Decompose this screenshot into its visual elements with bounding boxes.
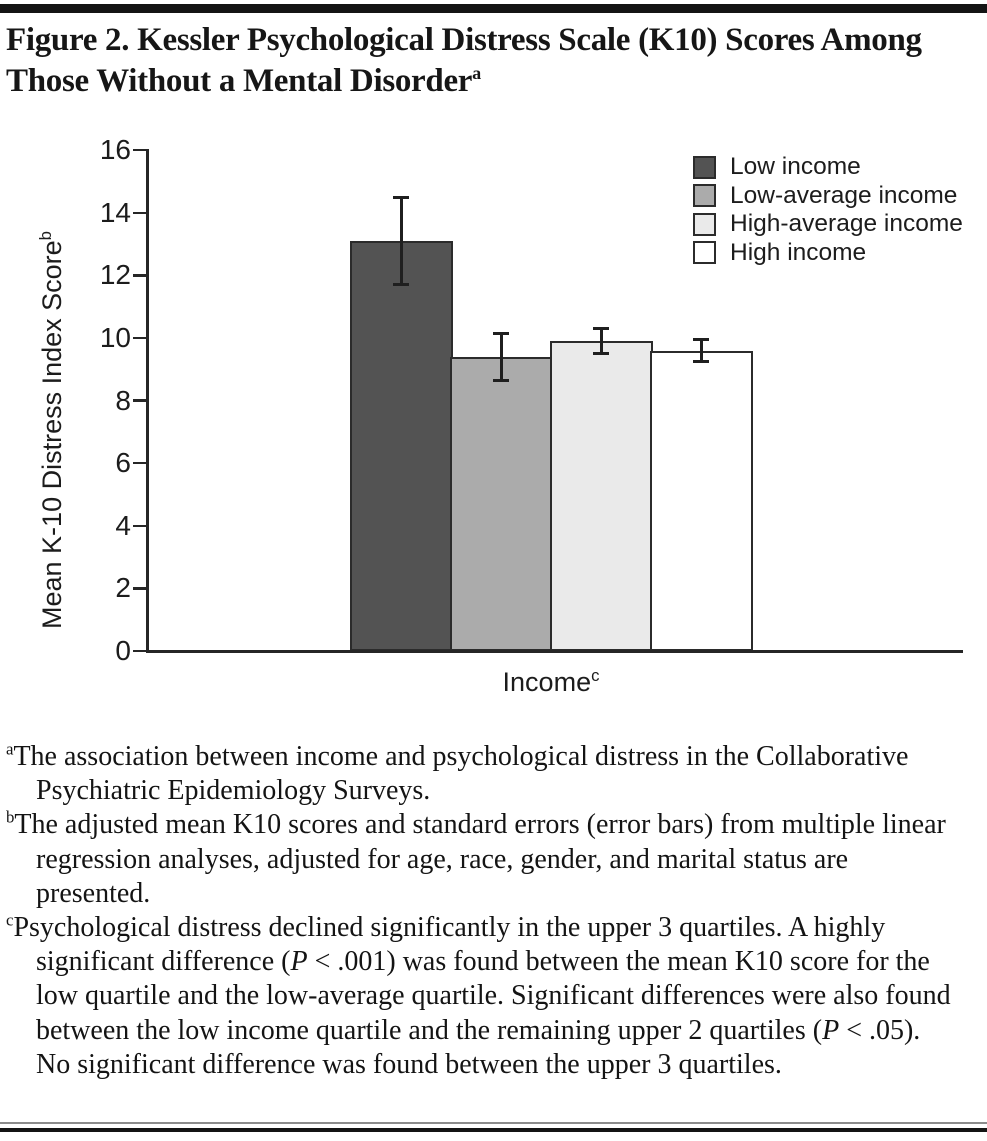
figure-title-superscript: a <box>472 63 481 83</box>
footnote-a-text: The association between income and psych… <box>13 741 909 807</box>
legend-item-high-income: High income <box>693 238 963 266</box>
error-bar-low-income <box>399 197 403 285</box>
footnotes: aThe association between income and psyc… <box>6 740 961 1082</box>
error-bar-low-average-income <box>499 333 503 381</box>
legend-label-low-income: Low income <box>730 153 861 180</box>
y-tick-8 <box>133 399 146 402</box>
legend-label-high-average-income: High-average income <box>730 210 963 237</box>
error-cap-bottom-high-average-income <box>593 352 609 356</box>
legend-label-low-average-income: Low-average income <box>730 181 958 209</box>
y-tick-label-12: 12 <box>99 259 131 291</box>
error-cap-top-low-income <box>393 195 409 199</box>
footnote-b-marker: b <box>6 808 15 828</box>
y-tick-16 <box>133 148 146 152</box>
legend-swatch-low-income <box>693 155 716 179</box>
bottom-rule <box>0 1122 987 1132</box>
footnote-b: bThe adjusted mean K10 scores and standa… <box>6 808 961 911</box>
y-tick-10 <box>133 336 146 340</box>
legend-swatch-high-income <box>693 241 716 264</box>
footnote-a: aThe association between income and psyc… <box>6 740 961 808</box>
y-tick-label-10: 10 <box>99 322 131 353</box>
legend-item-high-average-income: High-average income <box>693 210 963 237</box>
y-tick-14 <box>133 211 146 215</box>
x-axis-line <box>146 650 963 653</box>
error-bar-high-average-income <box>599 328 603 354</box>
y-tick-label-14: 14 <box>99 196 131 228</box>
error-cap-top-high-income <box>693 338 709 342</box>
y-tick-label-16: 16 <box>99 134 131 166</box>
legend-label-high-income: High income <box>730 238 867 266</box>
y-tick-label-6: 6 <box>115 447 131 479</box>
chart-legend: Low income Low-average income High-average… <box>693 153 963 266</box>
x-axis-title-superscript: c <box>591 666 600 685</box>
error-cap-top-high-average-income <box>593 327 609 331</box>
legend-swatch-high-average-income <box>693 212 716 236</box>
error-cap-bottom-high-income <box>693 359 709 363</box>
y-tick-2 <box>133 587 146 590</box>
legend-swatch-low-average-income <box>693 184 716 207</box>
bar-low-income <box>350 240 453 651</box>
y-tick-label-2: 2 <box>115 572 131 604</box>
footnote-c: cPsychological distress declined signifi… <box>6 911 961 1082</box>
footnote-a-marker: a <box>6 739 14 759</box>
bar-high-average-income <box>550 341 653 651</box>
error-bar-high-income <box>699 339 703 362</box>
y-tick-12 <box>133 274 146 277</box>
y-tick-0 <box>133 649 146 653</box>
error-cap-top-low-average-income <box>493 331 509 335</box>
figure-title-text: Figure 2. Kessler Psychological Distress… <box>6 22 922 99</box>
footnote-c-marker: c <box>6 910 14 930</box>
legend-item-low-income: Low income <box>693 153 963 180</box>
footnote-b-text: The adjusted mean K10 scores and standar… <box>14 809 946 909</box>
y-tick-label-4: 4 <box>115 509 131 541</box>
y-axis-line <box>146 149 149 653</box>
y-tick-4 <box>133 524 146 528</box>
y-tick-label-0: 0 <box>115 635 131 666</box>
figure-title: Figure 2. Kessler Psychological Distress… <box>6 20 966 102</box>
x-axis-title: Incomec <box>502 666 600 697</box>
bar-high-income <box>650 350 753 651</box>
y-axis-title-superscript: b <box>36 231 55 241</box>
y-tick-6 <box>133 461 146 465</box>
bar-low-average-income <box>450 356 553 651</box>
top-rule <box>0 4 987 13</box>
legend-item-low-average-income: Low-average income <box>693 181 963 209</box>
y-tick-label-8: 8 <box>115 384 131 416</box>
error-cap-bottom-low-average-income <box>493 378 509 382</box>
footnote-c-text: Psychological distress declined signific… <box>13 912 951 1080</box>
k10-bar-chart: Mean K-10 Distress Index Scoreb Incomec … <box>0 134 987 735</box>
error-cap-bottom-low-income <box>393 283 409 287</box>
